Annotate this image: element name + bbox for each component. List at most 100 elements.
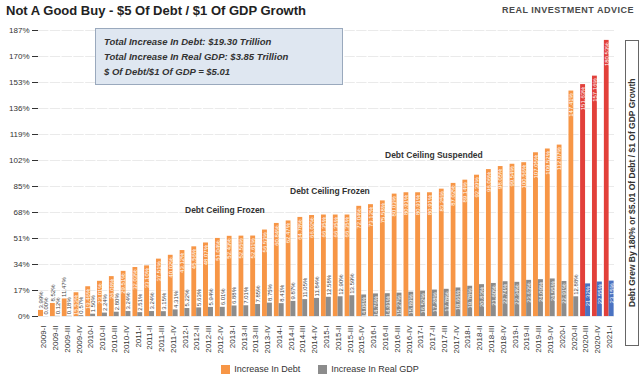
svg-text:73.12%: 73.12% — [368, 206, 374, 227]
svg-text:20.83%: 20.83% — [479, 286, 485, 307]
svg-text:2012-II: 2012-II — [192, 326, 201, 351]
svg-text:52.43%: 52.43% — [226, 238, 232, 259]
svg-text:66.35%: 66.35% — [321, 216, 327, 237]
svg-text:2015-II: 2015-II — [334, 326, 343, 351]
svg-text:85%: 85% — [13, 182, 29, 191]
svg-text:99.54%: 99.54% — [509, 166, 515, 187]
svg-text:98.05%: 98.05% — [497, 168, 503, 189]
svg-text:3.15%: 3.15% — [161, 292, 167, 310]
svg-text:22.91%: 22.91% — [561, 283, 567, 304]
svg-text:2018-II: 2018-II — [475, 326, 484, 351]
svg-text:2015-I: 2015-I — [322, 326, 331, 349]
svg-text:0%: 0% — [18, 312, 30, 321]
svg-text:2017-I: 2017-I — [416, 326, 425, 349]
svg-text:19.78%: 19.78% — [467, 288, 473, 309]
svg-text:2014-III: 2014-III — [298, 326, 307, 353]
svg-text:8.41%: 8.41% — [279, 284, 285, 302]
svg-text:2.51%: 2.51% — [137, 293, 143, 311]
svg-text:136%: 136% — [9, 104, 29, 113]
svg-text:2019-I: 2019-I — [511, 326, 520, 349]
svg-text:11.84%: 11.84% — [314, 276, 320, 297]
svg-text:62.47%: 62.47% — [285, 222, 291, 243]
svg-text:2019-III: 2019-III — [534, 326, 543, 353]
svg-text:75.58%: 75.58% — [380, 202, 386, 223]
svg-text:2016-IV: 2016-IV — [405, 325, 414, 354]
svg-text:2021-I: 2021-I — [605, 326, 614, 349]
svg-text:2011-III: 2011-III — [157, 326, 166, 353]
svg-text:17.78%: 17.78% — [444, 291, 450, 312]
svg-text:2012-I: 2012-I — [181, 326, 190, 349]
svg-text:66.02%: 66.02% — [309, 217, 315, 238]
svg-text:2016-III: 2016-III — [393, 326, 402, 353]
svg-text:2012-III: 2012-III — [204, 326, 213, 353]
svg-text:102%: 102% — [9, 156, 29, 165]
svg-text:2017-IV: 2017-IV — [452, 325, 461, 354]
svg-text:80.91%: 80.91% — [415, 194, 421, 215]
svg-text:17.28%: 17.28% — [432, 291, 438, 312]
svg-text:2018-IV: 2018-IV — [499, 325, 508, 354]
svg-text:22.55%: 22.55% — [597, 283, 603, 304]
svg-text:92.39%: 92.39% — [474, 177, 480, 198]
svg-text:2013-III: 2013-III — [251, 326, 260, 353]
svg-text:2015-IV: 2015-IV — [357, 325, 366, 354]
svg-text:23.63%: 23.63% — [526, 282, 532, 303]
svg-text:5.94%: 5.94% — [208, 288, 214, 306]
svg-text:2016-II: 2016-II — [381, 326, 390, 351]
svg-text:12.58%: 12.58% — [326, 274, 332, 295]
svg-text:157.16%: 157.16% — [592, 77, 598, 101]
svg-text:2010-III: 2010-III — [110, 326, 119, 353]
svg-text:2020-III: 2020-III — [581, 326, 590, 353]
svg-text:2013-IV: 2013-IV — [263, 325, 272, 354]
svg-text:147.41%: 147.41% — [568, 92, 574, 116]
svg-text:1.50%: 1.50% — [90, 295, 96, 313]
svg-text:12.90%: 12.90% — [338, 274, 344, 295]
svg-text:2020-IV: 2020-IV — [593, 325, 602, 354]
svg-text:2017-III: 2017-III — [440, 326, 449, 353]
svg-text:6.01%: 6.01% — [220, 288, 226, 306]
svg-text:29.51%: 29.51% — [120, 273, 126, 294]
svg-text:8.75%: 8.75% — [267, 283, 273, 301]
svg-text:13.59%: 13.59% — [349, 273, 355, 294]
svg-text:72.04%: 72.04% — [356, 208, 362, 229]
svg-text:80.03%: 80.03% — [391, 195, 397, 216]
svg-text:2010-IV: 2010-IV — [122, 325, 131, 354]
svg-text:80.91%: 80.91% — [403, 194, 409, 215]
svg-text:24.55%: 24.55% — [550, 280, 556, 301]
svg-text:5.22%: 5.22% — [184, 289, 190, 307]
svg-text:100.56%: 100.56% — [521, 164, 527, 188]
svg-text:2011-II: 2011-II — [145, 326, 154, 350]
svg-text:9.87%: 9.87% — [290, 282, 296, 300]
svg-text:66.35%: 66.35% — [344, 216, 350, 237]
svg-text:107.05%: 107.05% — [533, 154, 539, 178]
svg-text:187%: 187% — [9, 26, 29, 35]
svg-text:24.09%: 24.09% — [538, 281, 544, 302]
svg-text:32.03%: 32.03% — [132, 269, 138, 290]
svg-text:87.02%: 87.02% — [450, 185, 456, 206]
svg-text:21.60%: 21.60% — [491, 285, 497, 306]
svg-text:2009-IV: 2009-IV — [75, 325, 84, 354]
svg-text:119%: 119% — [10, 130, 30, 139]
svg-text:2020-II: 2020-II — [570, 326, 579, 351]
svg-text:2015-III: 2015-III — [346, 326, 355, 353]
svg-text:14.08%: 14.08% — [361, 296, 367, 317]
svg-text:14.91%: 14.91% — [385, 295, 391, 316]
svg-text:2012-IV: 2012-IV — [216, 325, 225, 354]
svg-text:40.02%: 40.02% — [168, 257, 174, 278]
svg-text:0.57%: 0.57% — [78, 296, 84, 314]
svg-text:68%: 68% — [13, 208, 29, 217]
svg-text:33.10%: 33.10% — [144, 267, 150, 288]
svg-text:112.07%: 112.07% — [556, 146, 562, 170]
svg-text:11.05%: 11.05% — [302, 277, 308, 298]
svg-text:0.00%: 0.00% — [43, 297, 49, 315]
svg-text:2018-III: 2018-III — [487, 326, 496, 353]
svg-text:2019-IV: 2019-IV — [546, 325, 555, 354]
svg-text:2013-I: 2013-I — [228, 326, 237, 349]
svg-text:52.55%: 52.55% — [238, 237, 244, 258]
svg-text:170%: 170% — [9, 52, 29, 61]
svg-text:3.24%: 3.24% — [149, 292, 155, 310]
svg-text:60.84%: 60.84% — [274, 225, 280, 246]
svg-text:2013-II: 2013-II — [240, 326, 249, 351]
svg-text:34%: 34% — [13, 260, 29, 269]
svg-text:2020-I: 2020-I — [558, 326, 567, 349]
svg-text:2.24%: 2.24% — [102, 293, 108, 311]
